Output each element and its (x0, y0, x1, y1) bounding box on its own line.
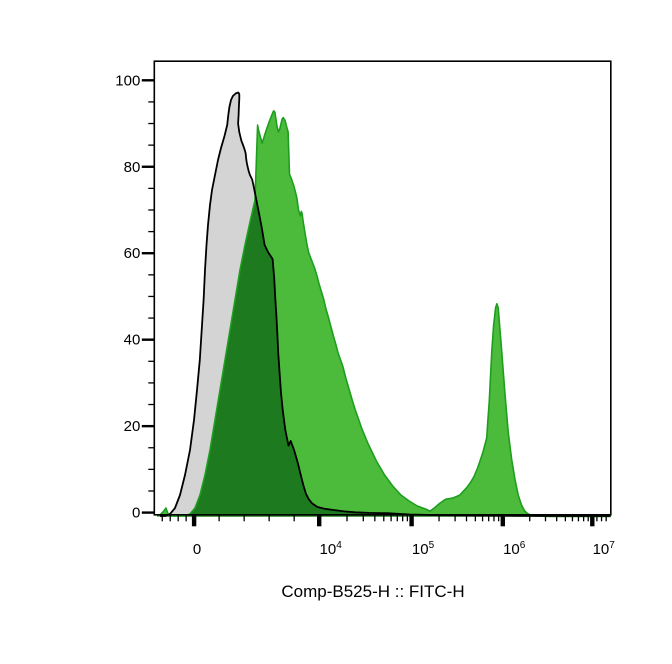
svg-text:107: 107 (593, 540, 616, 558)
svg-text:100: 100 (115, 72, 140, 89)
svg-text:105: 105 (412, 540, 435, 558)
svg-text:0: 0 (193, 541, 201, 558)
svg-text:104: 104 (320, 540, 343, 558)
svg-text:40: 40 (124, 332, 141, 349)
svg-text:20: 20 (124, 418, 141, 435)
svg-text:60: 60 (124, 245, 141, 262)
svg-text:106: 106 (503, 540, 526, 558)
svg-text:80: 80 (124, 159, 141, 176)
svg-text:0: 0 (132, 505, 140, 522)
